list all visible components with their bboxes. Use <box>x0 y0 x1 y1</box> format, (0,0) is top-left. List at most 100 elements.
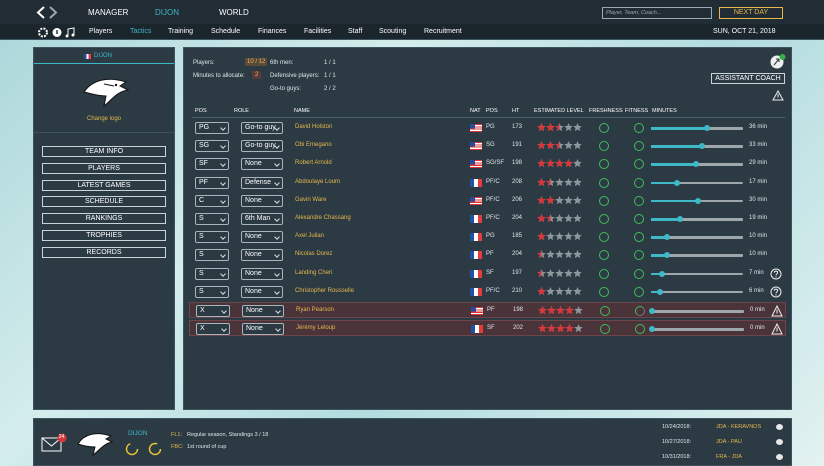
role-select[interactable]: None <box>241 249 283 262</box>
minutes-knob[interactable] <box>703 125 710 131</box>
minutes-label: 29 min <box>749 160 768 167</box>
player-name[interactable]: Alexandre Chassang <box>295 215 351 221</box>
pos-select[interactable]: S <box>195 285 229 298</box>
pos-select[interactable]: S <box>195 249 229 262</box>
pos-select[interactable]: C <box>195 194 229 207</box>
pos-select[interactable]: PF <box>195 176 229 189</box>
role-select[interactable]: Defense <box>241 176 283 189</box>
column-header: ROLE <box>234 108 249 114</box>
minutes-knob[interactable] <box>677 216 684 222</box>
column-header: NAME <box>294 108 310 114</box>
toolbar-icons[interactable] <box>38 27 78 38</box>
pos-select[interactable]: PG <box>195 122 229 134</box>
role-select[interactable]: 6th Man <box>241 213 283 225</box>
player-name[interactable]: Obi Emegano <box>295 142 332 149</box>
tab[interactable]: Players <box>89 28 113 35</box>
flag <box>470 142 482 151</box>
injury-icon[interactable] <box>771 323 783 335</box>
minutes-label: 0 min <box>750 307 765 313</box>
role-select[interactable]: None <box>241 231 283 244</box>
sidebar-button[interactable]: TEAM INFO <box>42 146 166 157</box>
pos-select[interactable]: X <box>196 323 230 336</box>
minutes-knob[interactable] <box>663 234 670 241</box>
tab[interactable]: Schedule <box>211 28 241 35</box>
role-select[interactable]: Go-to guy <box>241 122 283 134</box>
minutes-knob[interactable] <box>658 270 665 277</box>
role-select[interactable]: None <box>241 194 283 207</box>
minutes-knob[interactable] <box>694 197 701 204</box>
nav-arrows[interactable] <box>36 6 60 19</box>
level-fill <box>537 214 551 223</box>
minutes-knob[interactable] <box>663 252 670 259</box>
pos-select[interactable]: S <box>195 213 229 225</box>
pos-select[interactable]: X <box>196 305 230 317</box>
position: PF/C <box>486 178 500 185</box>
search-box[interactable]: Player, Team, Coach... <box>602 7 712 19</box>
tab[interactable]: Recruitment <box>424 28 462 35</box>
height: 191 <box>512 142 523 149</box>
minutes-label: 6 min <box>749 287 764 294</box>
star-filled <box>537 250 542 259</box>
tab[interactable]: Facilities <box>304 28 332 35</box>
player-name[interactable]: Landing Cheri <box>295 269 333 276</box>
player-name[interactable]: Abdoulaye Loum <box>295 178 341 185</box>
nav-item[interactable]: MANAGER <box>88 8 129 17</box>
role-select[interactable]: Go-to guy <box>241 140 283 153</box>
level-stars <box>537 141 582 150</box>
column-header: POS <box>486 108 498 114</box>
player-name[interactable]: Christopher Rousselle <box>295 287 355 294</box>
flag <box>470 178 482 187</box>
player-name[interactable]: Nicolas Dorez <box>295 251 333 258</box>
date[interactable]: SUN, OCT 21, 2018 <box>713 28 776 35</box>
height: 210 <box>512 287 523 294</box>
role-select[interactable]: None <box>241 158 283 171</box>
uncertain-icon[interactable] <box>770 268 782 280</box>
player-name[interactable]: Ryan Pearson <box>296 307 335 313</box>
freshness-ring <box>599 159 609 170</box>
role-select[interactable]: None <box>241 285 283 298</box>
pos-select[interactable]: S <box>195 231 229 244</box>
assistant-coach-button[interactable]: ASSISTANT COACH <box>711 73 785 84</box>
sidebar-button[interactable]: LATEST GAMES <box>42 179 166 191</box>
sidebar-button[interactable]: RECORDS <box>42 246 166 258</box>
next-day-button[interactable]: NEXT DAY <box>719 7 783 19</box>
star-filled <box>537 268 542 277</box>
minutes-knob[interactable] <box>649 308 655 314</box>
tab[interactable]: Scouting <box>379 28 407 35</box>
pos-select[interactable]: SF <box>195 158 229 171</box>
sidebar-button[interactable]: SCHEDULE <box>42 196 166 208</box>
pos-select[interactable]: S <box>195 267 229 280</box>
injury-icon[interactable] <box>771 305 783 317</box>
role-select[interactable]: None <box>242 323 284 336</box>
uncertain-icon[interactable] <box>770 286 782 298</box>
tab[interactable]: Staff <box>348 28 363 35</box>
minutes-knob[interactable] <box>649 326 655 333</box>
pos-select[interactable]: SG <box>195 140 229 153</box>
player-name[interactable]: David Holston <box>295 124 333 130</box>
player-name[interactable]: Jérémy Leloup <box>296 325 336 332</box>
minutes-knob[interactable] <box>657 288 664 295</box>
tab[interactable]: Finances <box>258 28 287 35</box>
game-match[interactable]: JDA - KERAVNOS <box>716 424 762 430</box>
player-name[interactable]: Axel Julian <box>295 233 325 240</box>
tab[interactable]: Training <box>168 28 194 35</box>
mail-icon[interactable] <box>41 433 67 453</box>
role-select[interactable]: None <box>242 305 284 317</box>
tab[interactable]: Tactics <box>130 28 152 35</box>
tactics-icon[interactable] <box>770 54 786 70</box>
game-match[interactable]: JDA - PAU <box>716 439 742 445</box>
role-select[interactable]: None <box>241 267 283 280</box>
nav-item[interactable]: DIJON <box>155 8 179 17</box>
sidebar-button[interactable]: TROPHIES <box>42 230 166 241</box>
change-logo[interactable]: Change logo <box>86 116 122 122</box>
minutes-knob[interactable] <box>674 179 681 186</box>
sidebar-button[interactable]: PLAYERS <box>42 162 166 174</box>
player-name[interactable]: Robert Arnold <box>295 160 332 167</box>
nav-item[interactable]: WORLD <box>219 8 249 17</box>
warning-icon[interactable] <box>772 90 784 101</box>
game-match[interactable]: FRA - JDA <box>716 454 742 460</box>
minutes-knob[interactable] <box>699 143 706 150</box>
player-name[interactable]: Gavin Ware <box>295 196 327 203</box>
sidebar-button[interactable]: RANKINGS <box>42 213 166 225</box>
minutes-knob[interactable] <box>692 161 699 168</box>
